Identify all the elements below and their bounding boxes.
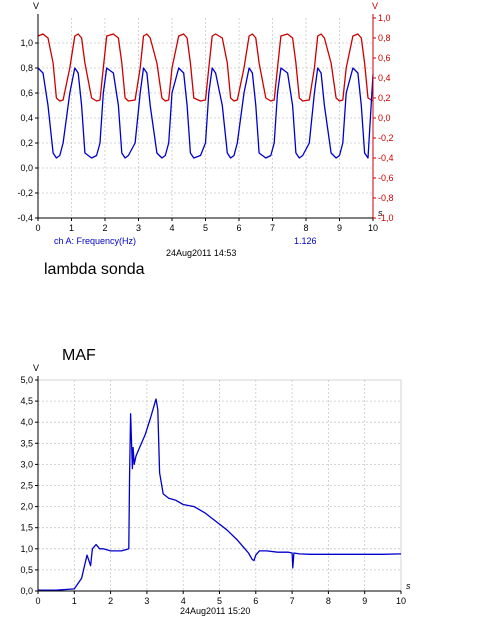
right-y-tick-label: 0,8 <box>378 33 391 43</box>
y-tick-label: 1,5 <box>20 523 33 533</box>
maf-chart-grid <box>38 379 402 591</box>
y-tick-label: 2,5 <box>20 481 33 491</box>
x-tick-label: 1 <box>69 223 74 233</box>
x-tick-label: 8 <box>326 596 331 606</box>
right-y-tick-label: -0,8 <box>378 193 394 203</box>
y-tick-label: 0,4 <box>20 113 33 123</box>
x-axis-unit: s <box>406 581 411 591</box>
x-tick-label: 0 <box>35 223 40 233</box>
x-tick-label: 10 <box>368 223 378 233</box>
y-tick-label: 0,8 <box>20 63 33 73</box>
x-tick-label: 8 <box>303 223 308 233</box>
x-axis-unit: s <box>378 208 383 218</box>
lambda-chart-axes: 0 1 2 3 4 5 6 7 8 9 10 1,0 0,8 0,6 0,4 0,2 0,0 -0,2 -0,4 1,… <box>17 1 393 233</box>
right-y-tick-label: -0,6 <box>378 173 394 183</box>
x-tick-label: 3 <box>136 223 141 233</box>
x-tick-label: 2 <box>102 223 107 233</box>
lambda-chart-grid <box>38 18 373 218</box>
x-tick-label: 4 <box>181 596 186 606</box>
right-y-tick-label: 1,0 <box>378 13 391 23</box>
x-tick-label: 1 <box>72 596 77 606</box>
x-tick-label: 10 <box>396 596 406 606</box>
right-y-axis-unit: V <box>372 1 378 11</box>
x-tick-label: 5 <box>203 223 208 233</box>
maf-chart-series <box>38 398 402 591</box>
lambda-footer-left: ch A: Frequency(Hz) <box>54 236 136 246</box>
y-tick-label: 0,0 <box>20 586 33 596</box>
y-tick-label: -0,2 <box>17 188 33 198</box>
y-tick-label: 5,0 <box>20 375 33 385</box>
maf-chart-axes: 0 1 2 3 4 5 6 7 8 9 10 5,0 4,5 4,0 3,5 3,0 2,5 2,0 1,5 1,0 0… <box>20 363 411 606</box>
right-y-tick-label: 0,0 <box>378 113 391 123</box>
right-y-tick-label: -0,2 <box>378 133 394 143</box>
y-tick-label: 4,5 <box>20 396 33 406</box>
x-tick-label: 9 <box>362 596 367 606</box>
right-y-tick-label: 0,4 <box>378 73 391 83</box>
right-y-tick-label: 0,6 <box>378 53 391 63</box>
right-y-tick-label: -1,0 <box>378 213 394 223</box>
x-tick-label: 7 <box>270 223 275 233</box>
y-tick-label: 0,6 <box>20 88 33 98</box>
right-y-tick-label: -0,4 <box>378 153 394 163</box>
right-y-tick-label: 0,2 <box>378 93 391 103</box>
series-line-left-1 <box>37 67 374 159</box>
y-tick-label: 3,0 <box>20 459 33 469</box>
y-tick-label: 1,0 <box>20 38 33 48</box>
y-axis-unit: V <box>33 1 39 11</box>
y-tick-label: 1,0 <box>20 544 33 554</box>
x-tick-label: 7 <box>290 596 295 606</box>
y-tick-label: 3,5 <box>20 438 33 448</box>
y-tick-label: 0,0 <box>20 163 33 173</box>
x-tick-label: 5 <box>217 596 222 606</box>
y-tick-label: 2,0 <box>20 502 33 512</box>
y-tick-label: -0,4 <box>17 213 33 223</box>
x-tick-label: 4 <box>169 223 174 233</box>
lambda-footer-center: 24Aug2011 14:53 <box>166 248 236 258</box>
x-tick-label: 6 <box>253 596 258 606</box>
lambda-chart-series <box>37 33 374 159</box>
x-tick-label: 9 <box>337 223 342 233</box>
lambda-chart-caption: lambda sonda <box>44 261 145 278</box>
x-tick-label: 3 <box>144 596 149 606</box>
x-tick-label: 6 <box>236 223 241 233</box>
x-tick-label: 0 <box>35 596 40 606</box>
lambda-footer-right: 1.126 <box>294 236 317 246</box>
y-axis-unit: V <box>33 363 39 373</box>
y-tick-label: 0,2 <box>20 138 33 148</box>
x-tick-label: 2 <box>108 596 113 606</box>
y-tick-label: 0,5 <box>20 565 33 575</box>
maf-footer-center: 24Aug2011 15:20 <box>180 606 250 616</box>
y-tick-label: 4,0 <box>20 417 33 427</box>
series-line-right-0 <box>37 33 374 102</box>
maf-chart-caption: MAF <box>62 347 96 364</box>
series-line-left-0 <box>38 398 402 591</box>
